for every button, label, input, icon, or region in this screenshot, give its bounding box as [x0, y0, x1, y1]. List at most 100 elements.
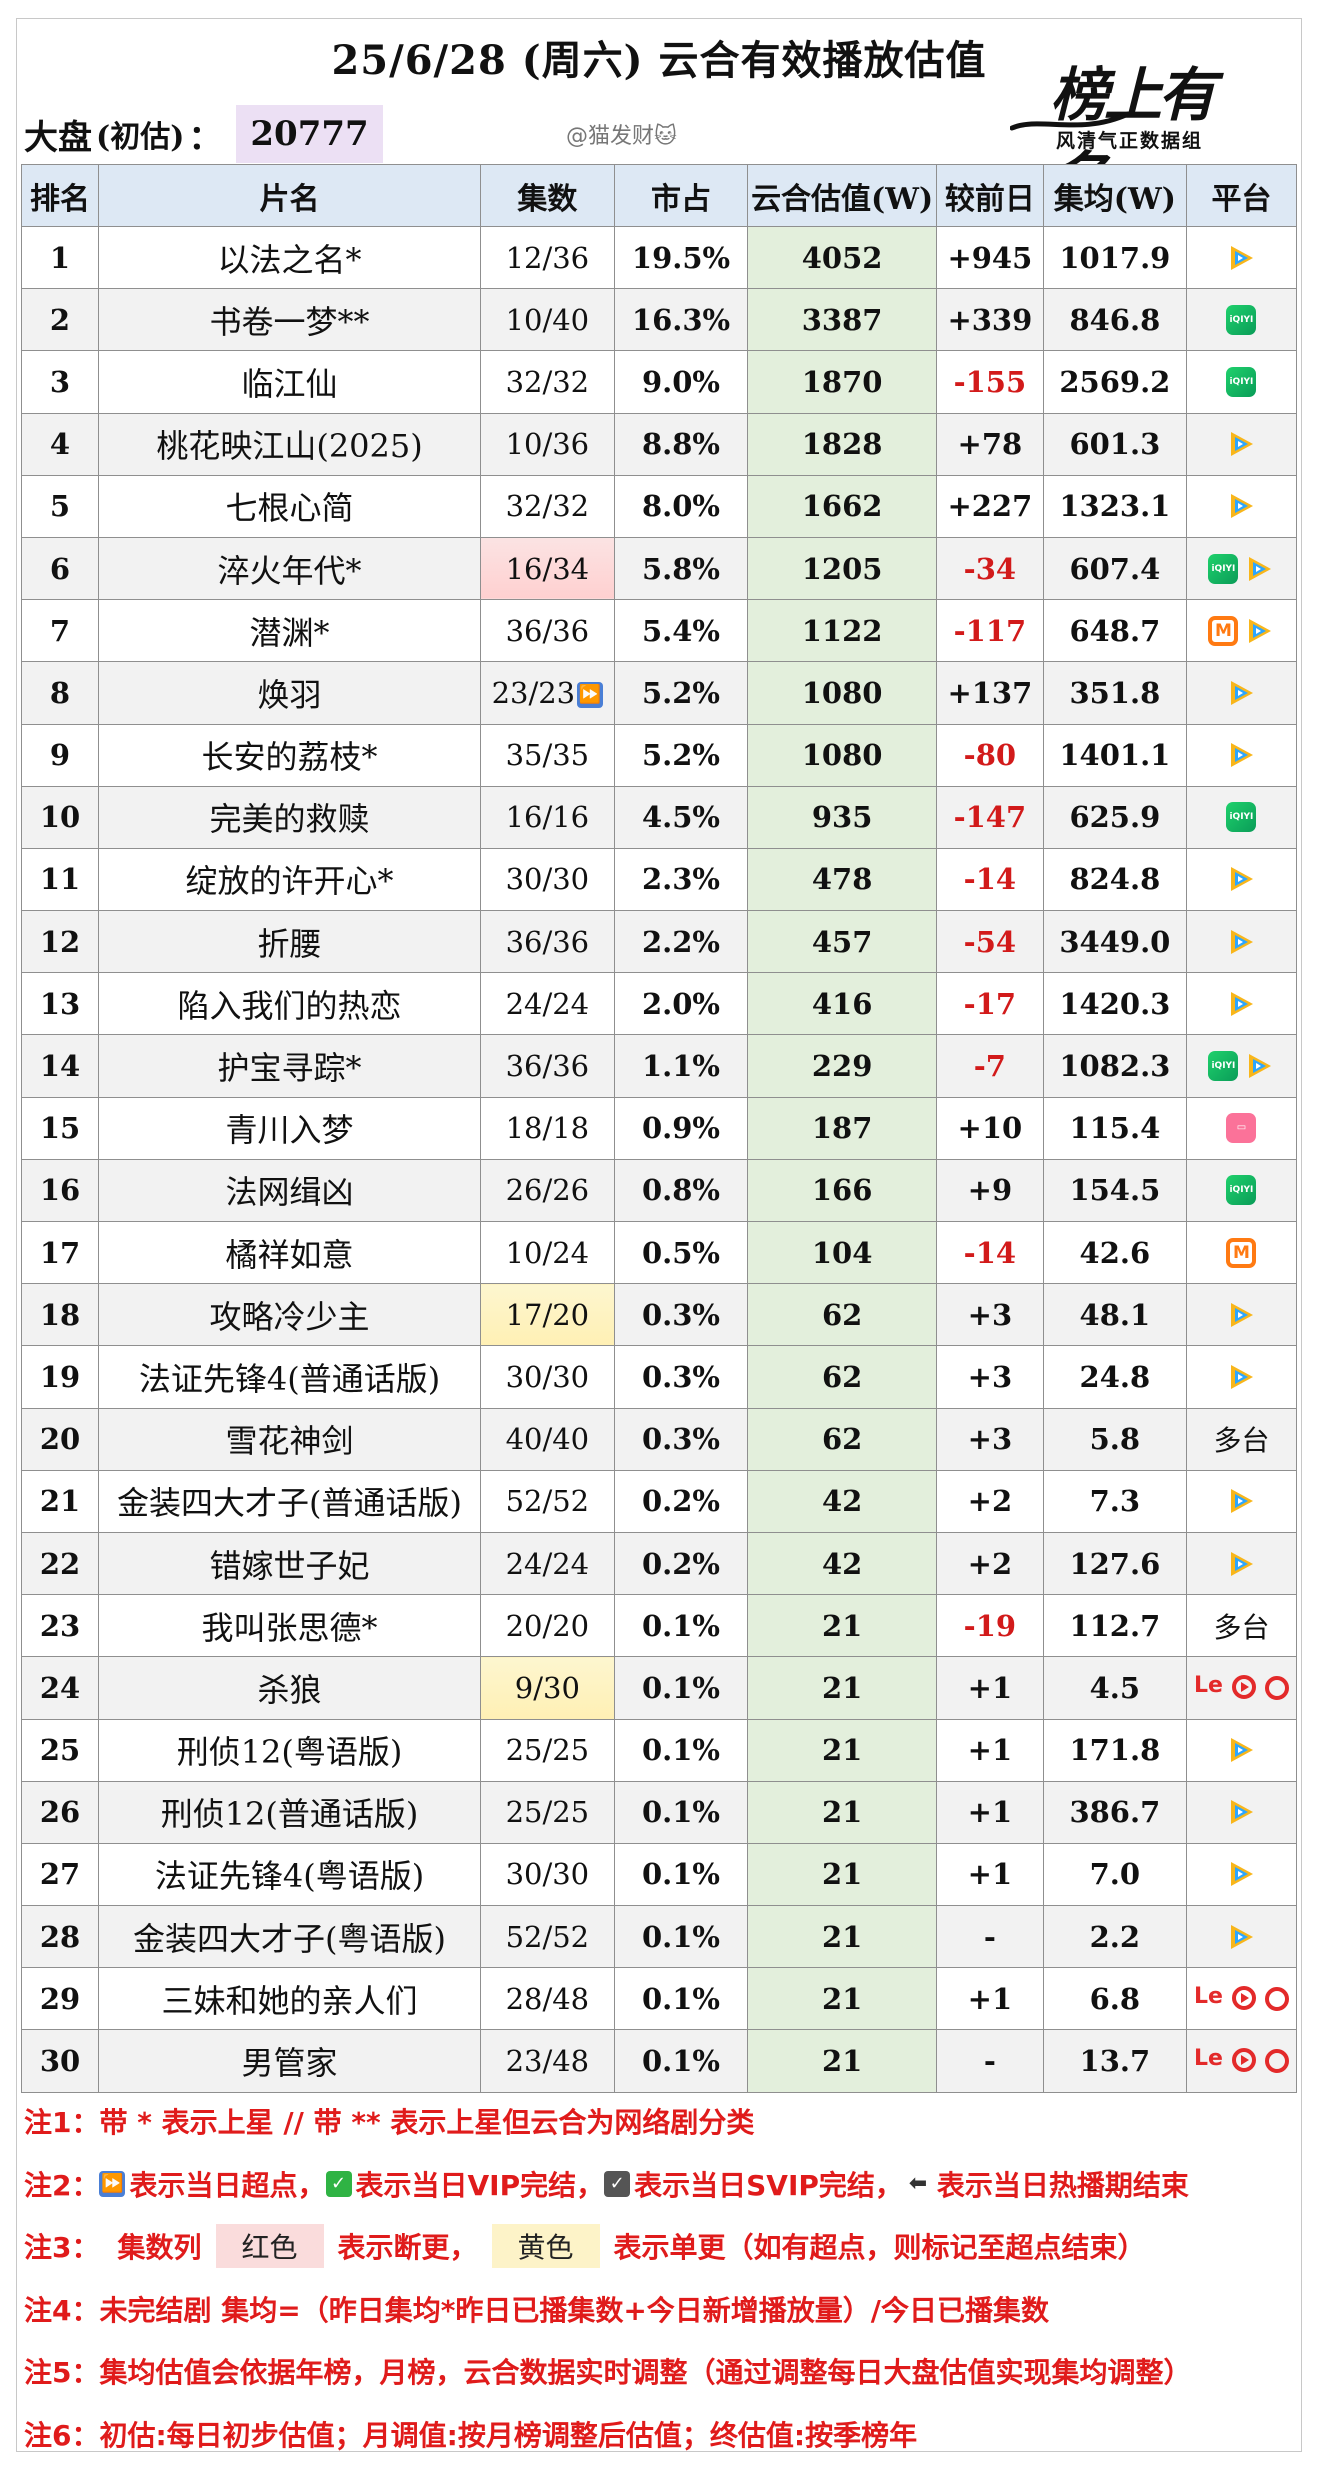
title-cell: 临江仙: [98, 350, 482, 414]
red-circle-icon: [1264, 2049, 1289, 2074]
title-cell: 金装四大才子(普通话版): [98, 1469, 482, 1533]
estimate-cell: 1662: [747, 474, 937, 538]
letv-icon: Le: [1193, 1672, 1223, 1698]
platform-text: 多台: [1213, 1424, 1270, 1458]
change-cell: +10: [935, 1096, 1044, 1160]
estimate-cell: 42: [747, 1531, 937, 1596]
share-cell: 16.3%: [613, 288, 749, 352]
platform-cell: iQIYI: [1185, 1158, 1298, 1223]
page-title: 25/6/28 (周六) 云合有效播放估值: [331, 37, 987, 84]
episodes-cell: 16/16: [480, 785, 615, 849]
rank-cell: 26: [20, 1780, 100, 1844]
platform-cell: [1185, 1780, 1298, 1844]
iqiyi-icon: iQIYI: [1226, 802, 1257, 833]
table-row: 3 临江仙 32/32 9.0% 1870 -155 2569.2 iQIYI: [20, 350, 1298, 414]
change-cell: +2: [935, 1469, 1044, 1533]
episodes-cell: 10/36: [480, 412, 615, 476]
episodes-text: 52/52: [505, 1484, 590, 1519]
platform-cell: ▭: [1185, 1096, 1298, 1160]
rank-cell: 22: [20, 1531, 100, 1596]
rank-cell: 9: [20, 723, 100, 787]
rank-cell: 25: [20, 1718, 100, 1782]
note-3-part-b: 集数列: [117, 2231, 202, 2265]
iqiyi-icon: iQIYI: [1226, 1175, 1257, 1206]
episodes-cell: 24/24: [480, 972, 615, 1036]
rank-cell: 14: [20, 1034, 100, 1098]
note-2-prefix: 注2：: [24, 2168, 100, 2202]
table-row: 7 潜渊* 36/36 5.4% 1122 -117 648.7 M: [20, 599, 1298, 663]
title-cell: 绽放的许开心*: [98, 847, 482, 912]
episodes-cell: 26/26: [480, 1158, 615, 1223]
episodes-cell: 52/52: [480, 1469, 615, 1533]
rank-cell: 5: [20, 474, 100, 538]
share-cell: 0.2%: [613, 1531, 749, 1596]
check-dark-icon: ✓: [604, 2170, 631, 2197]
table-row: 20 雪花神剑 40/40 0.3% 62 +3 5.8 多台: [20, 1407, 1298, 1471]
estimate-cell: 1080: [747, 661, 937, 725]
change-cell: +1: [935, 1656, 1044, 1720]
fast-forward-icon: ⏩: [577, 681, 604, 708]
episodes-cell: 9/30: [480, 1656, 615, 1720]
title-cell: 法证先锋4(粤语版): [98, 1842, 482, 1907]
platform-icons: Le: [1187, 1984, 1296, 2014]
rank-cell: 21: [20, 1469, 100, 1533]
estimate-cell: 478: [747, 847, 937, 912]
estimate-cell: 166: [747, 1158, 937, 1223]
rank-cell: 27: [20, 1842, 100, 1907]
share-cell: 0.3%: [613, 1407, 749, 1471]
rank-cell: 29: [20, 1967, 100, 2031]
brand-swoosh-icon: [1010, 111, 1130, 131]
platform-cell: [1185, 1283, 1298, 1347]
episodes-cell: 32/32: [480, 350, 615, 414]
note-3-part-d: 表示单更（如有超点，则标记至超点结束）: [613, 2231, 1146, 2265]
tencent-video-icon: [1226, 989, 1256, 1019]
share-cell: 0.5%: [613, 1220, 749, 1285]
note-2: 注2： ⏩ 表示当日超点， ✓ 表示当日VIP完结， ✓ 表示当日SVIP完结，…: [24, 2153, 1304, 2216]
episodes-text: 30/30: [505, 862, 590, 897]
table-row: 14 护宝寻踪* 36/36 1.1% 229 -7 1082.3 iQIYI: [20, 1034, 1298, 1098]
tencent-video-icon: [1226, 1859, 1256, 1889]
episodes-cell: 23/23 ⏩: [480, 661, 615, 725]
rank-cell: 19: [20, 1345, 100, 1409]
title-cell: 桃花映江山(2025): [98, 412, 482, 476]
estimate-cell: 187: [747, 1096, 937, 1160]
table-row: 10 完美的救赎 16/16 4.5% 935 -147 625.9 iQIYI: [20, 785, 1298, 849]
episodes-cell: 16/34: [480, 536, 615, 601]
rank-cell: 12: [20, 910, 100, 974]
change-cell: -54: [935, 910, 1044, 974]
table-row: 16 法网缉凶 26/26 0.8% 166 +9 154.5 iQIYI: [20, 1158, 1298, 1223]
episodes-text: 25/25: [505, 1795, 590, 1830]
rank-cell: 16: [20, 1158, 100, 1223]
change-cell: -: [935, 2029, 1044, 2093]
share-cell: 0.2%: [613, 1469, 749, 1533]
average-cell: 386.7: [1042, 1780, 1187, 1844]
episodes-cell: 18/18: [480, 1096, 615, 1160]
episodes-text: 9/30: [514, 1670, 580, 1705]
iqiyi-icon: iQIYI: [1226, 304, 1257, 335]
note-1: 注1：带 * 表示上星 // 带 ** 表示上星但云合为网络剧分类: [24, 2106, 755, 2140]
average-cell: 1401.1: [1042, 723, 1187, 787]
tencent-video-icon: [1226, 491, 1256, 521]
title-cell: 橘祥如意: [98, 1220, 482, 1285]
change-cell: +227: [935, 474, 1044, 538]
episodes-cell: 24/24: [480, 1531, 615, 1596]
episodes-cell: 10/24: [480, 1220, 615, 1285]
episodes-cell: 17/20: [480, 1283, 615, 1347]
average-cell: 4.5: [1042, 1656, 1187, 1720]
platform-cell: [1185, 1531, 1298, 1596]
change-cell: -147: [935, 785, 1044, 849]
episodes-cell: 30/30: [480, 1842, 615, 1907]
title-cell: 刑侦12(普通话版): [98, 1780, 482, 1844]
tencent-video-icon: [1244, 616, 1274, 646]
table-row: 13 陷入我们的热恋 24/24 2.0% 416 -17 1420.3: [20, 972, 1298, 1036]
episodes-text: 18/18: [505, 1111, 590, 1146]
change-cell: +137: [935, 661, 1044, 725]
change-cell: -34: [935, 536, 1044, 601]
platform-cell: [1185, 972, 1298, 1036]
estimate-cell: 416: [747, 972, 937, 1036]
episodes-text: 28/48: [505, 1981, 590, 2016]
platform-cell: [1185, 847, 1298, 912]
platform-cell: 多台: [1185, 1407, 1298, 1471]
fast-forward-icon: ⏩: [99, 2170, 126, 2197]
change-cell: +1: [935, 1967, 1044, 2031]
